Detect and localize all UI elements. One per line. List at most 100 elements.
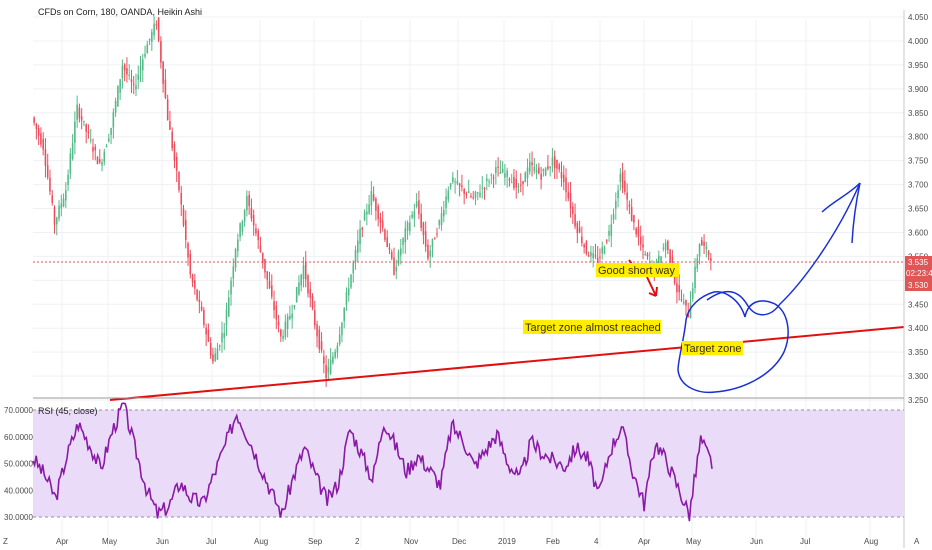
- candle-body: [94, 146, 97, 151]
- candle-body: [146, 44, 149, 54]
- candle-body: [409, 222, 411, 232]
- candle-body: [540, 173, 542, 180]
- zoom-icon[interactable]: Z: [3, 537, 8, 546]
- candle-body: [80, 116, 83, 121]
- candle-body: [250, 207, 253, 219]
- candle-body: [526, 167, 529, 179]
- time-axis[interactable]: Apr May Jun Jul Aug Sep 2 Nov Dec 2019 Feb 4 Apr May J…: [56, 537, 878, 546]
- annotation-good-short[interactable]: Good short way: [596, 263, 679, 277]
- candle-body: [157, 18, 160, 41]
- candle-body: [123, 64, 126, 71]
- candle-body: [356, 240, 359, 253]
- rsi-title: RSI (45, close): [38, 406, 98, 416]
- candle-body: [427, 244, 429, 259]
- candle-body: [601, 247, 604, 254]
- trendline[interactable]: [109, 326, 905, 401]
- candle-body: [209, 342, 212, 356]
- candle-body: [359, 228, 361, 244]
- annotation-almost-reached[interactable]: Target zone almost reached: [523, 320, 661, 334]
- price-tick-label: 3.300: [908, 372, 929, 381]
- annotation-good-short-text: Good short way: [598, 265, 676, 277]
- annotation-target-zone[interactable]: Target zone: [682, 341, 743, 355]
- candle-body: [37, 128, 40, 136]
- price-tick-label: 3.700: [908, 181, 929, 190]
- candle-body: [463, 189, 465, 194]
- candle-body: [415, 201, 418, 207]
- rsi-tick-label: 30.0000: [4, 513, 33, 522]
- candle-body: [547, 166, 549, 169]
- candle-body: [184, 219, 187, 240]
- candle-body: [221, 333, 223, 343]
- candle-body: [375, 198, 377, 211]
- candle-body: [173, 144, 176, 161]
- candle-body: [664, 242, 667, 251]
- candle-body: [676, 283, 678, 293]
- annotation-target-zone-text: Target zone: [684, 343, 741, 355]
- candle-body: [621, 172, 624, 189]
- time-tick-label: Jun: [156, 537, 169, 546]
- candle-body: [169, 121, 171, 130]
- candle-body: [40, 133, 42, 145]
- time-tick-label: Feb: [546, 537, 560, 546]
- candle-body: [295, 287, 298, 303]
- svg-text:3.530: 3.530: [908, 281, 929, 290]
- price-tick-label: 4.000: [908, 37, 929, 46]
- candle-body: [182, 208, 185, 226]
- price-tick-label: 3.650: [908, 205, 929, 214]
- candle-body: [243, 210, 246, 222]
- candle-body: [191, 274, 194, 283]
- candle-body: [402, 238, 404, 245]
- candle-body: [55, 217, 58, 225]
- target-zone-drawing[interactable]: [677, 182, 861, 394]
- candle-body: [440, 213, 443, 225]
- candle-body: [350, 274, 352, 288]
- candle-body: [171, 131, 173, 149]
- candle-body: [560, 171, 563, 179]
- candle-body: [316, 324, 318, 337]
- candle-body: [203, 310, 205, 325]
- candle-body: [237, 239, 239, 252]
- price-tick-label: 3.850: [908, 109, 929, 118]
- candle-body: [678, 285, 680, 293]
- candle-body: [194, 280, 196, 289]
- candle-body: [406, 222, 409, 231]
- candle-body: [467, 191, 470, 194]
- candle-body: [610, 224, 613, 236]
- candle-body: [108, 138, 110, 142]
- candle-body: [207, 329, 210, 342]
- candle-body: [465, 193, 468, 195]
- price-tick-label: 3.600: [908, 228, 929, 237]
- candle-body: [126, 68, 128, 75]
- candle-body: [78, 107, 81, 119]
- candle-body: [574, 214, 576, 227]
- candle-body: [65, 190, 67, 201]
- candle-body: [62, 198, 65, 207]
- candle-body: [698, 243, 701, 257]
- candle-body: [42, 138, 44, 150]
- candle-body: [189, 253, 192, 275]
- candle-body: [128, 74, 130, 76]
- auto-scale-icon[interactable]: A: [914, 537, 920, 546]
- candle-body: [524, 172, 527, 183]
- candle-body: [476, 192, 479, 194]
- candle-body: [67, 174, 69, 185]
- candle-body: [696, 258, 699, 269]
- candle-body: [205, 327, 207, 335]
- candle-body: [474, 191, 477, 198]
- time-tick-label: Jul: [800, 537, 810, 546]
- candle-body: [443, 209, 445, 217]
- candle-body: [642, 244, 644, 248]
- time-tick-label: May: [686, 537, 701, 546]
- candle-body: [420, 213, 422, 228]
- candle-body: [411, 214, 413, 218]
- candle-body: [227, 297, 230, 317]
- candle-body: [71, 143, 74, 160]
- candle-body: [309, 288, 312, 298]
- candle-body: [562, 174, 565, 183]
- candle-body: [707, 251, 710, 255]
- candle-body: [458, 183, 461, 186]
- candle-body: [449, 183, 452, 188]
- candle-body: [497, 166, 499, 168]
- candle-body: [544, 168, 547, 176]
